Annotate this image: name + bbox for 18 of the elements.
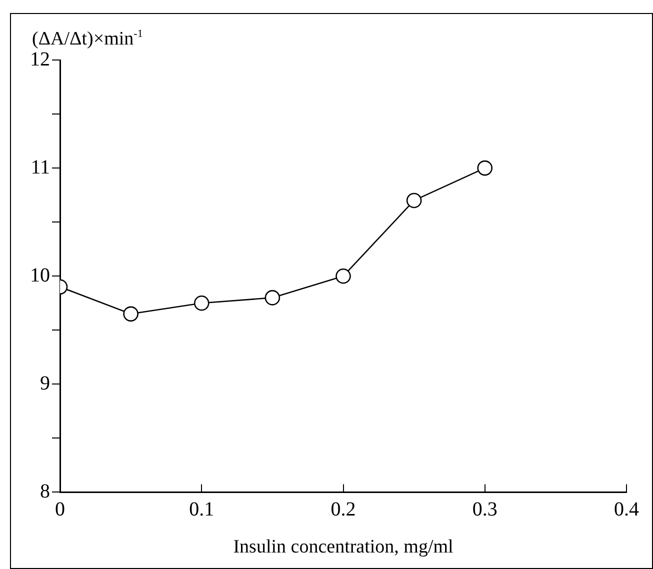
- point: [123, 306, 138, 322]
- y-tick-label: 12: [30, 48, 50, 70]
- x-tick-label: 0.1: [189, 498, 214, 520]
- y-tick-label: 8: [40, 480, 50, 502]
- x-tick-label: 0.3: [472, 498, 498, 520]
- y-tick-label: 11: [30, 156, 50, 178]
- point: [477, 160, 493, 176]
- x-tick-label: 0: [55, 498, 65, 520]
- point: [194, 295, 210, 311]
- point: [406, 192, 422, 208]
- y-tick-label: 10: [30, 264, 50, 286]
- y-axis-title: (ΔA/Δt)×min$^{-1}$: [32, 28, 143, 50]
- x-axis-title: Insulin concentration, mg/ml: [233, 536, 454, 558]
- point: [264, 290, 280, 306]
- point: [336, 268, 351, 284]
- x-tick-label: 0.2: [330, 498, 356, 520]
- y-tick-label: 9: [40, 372, 50, 394]
- x-tick-label: 0.4: [614, 498, 639, 520]
